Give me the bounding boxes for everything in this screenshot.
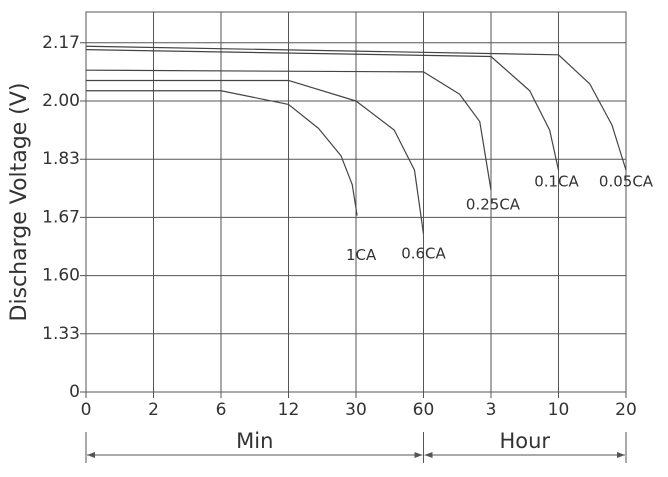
y-tick-label: 1.83 [42, 149, 80, 169]
x-tick-label: 6 [216, 400, 227, 420]
curve [85, 49, 560, 171]
y-tick-label: 1.67 [42, 207, 80, 227]
x-tick-label: 20 [615, 400, 637, 420]
curve-label: 0.05CA [599, 173, 654, 191]
x-tick-label: 3 [486, 400, 497, 420]
y-tick-label: 2.17 [42, 33, 80, 53]
curve [86, 79, 425, 235]
x-tick-label: 60 [413, 400, 435, 420]
x-tick-label: 10 [548, 400, 570, 420]
x-tick-label: 30 [345, 400, 367, 420]
x-tick-label: 12 [278, 400, 300, 420]
x-tick-label: 2 [148, 400, 159, 420]
curve [85, 69, 492, 191]
curve-label: 1CA [346, 246, 377, 264]
curve [85, 45, 627, 171]
y-tick-label: 2.00 [42, 91, 80, 111]
curve [86, 90, 358, 216]
y-tick-label: 1.60 [42, 266, 80, 286]
x-tick-label: 0 [81, 400, 92, 420]
group-label: Hour [499, 429, 550, 453]
group-label: Min [236, 429, 273, 453]
y-tick-label: 1.33 [42, 324, 80, 344]
curve-label: 0.6CA [401, 245, 446, 263]
curve-label: 0.1CA [534, 173, 579, 191]
y-axis-label: Discharge Voltage (V) [7, 83, 32, 322]
curve-label: 0.25CA [466, 196, 521, 214]
y-tick-label: 0 [69, 382, 80, 402]
